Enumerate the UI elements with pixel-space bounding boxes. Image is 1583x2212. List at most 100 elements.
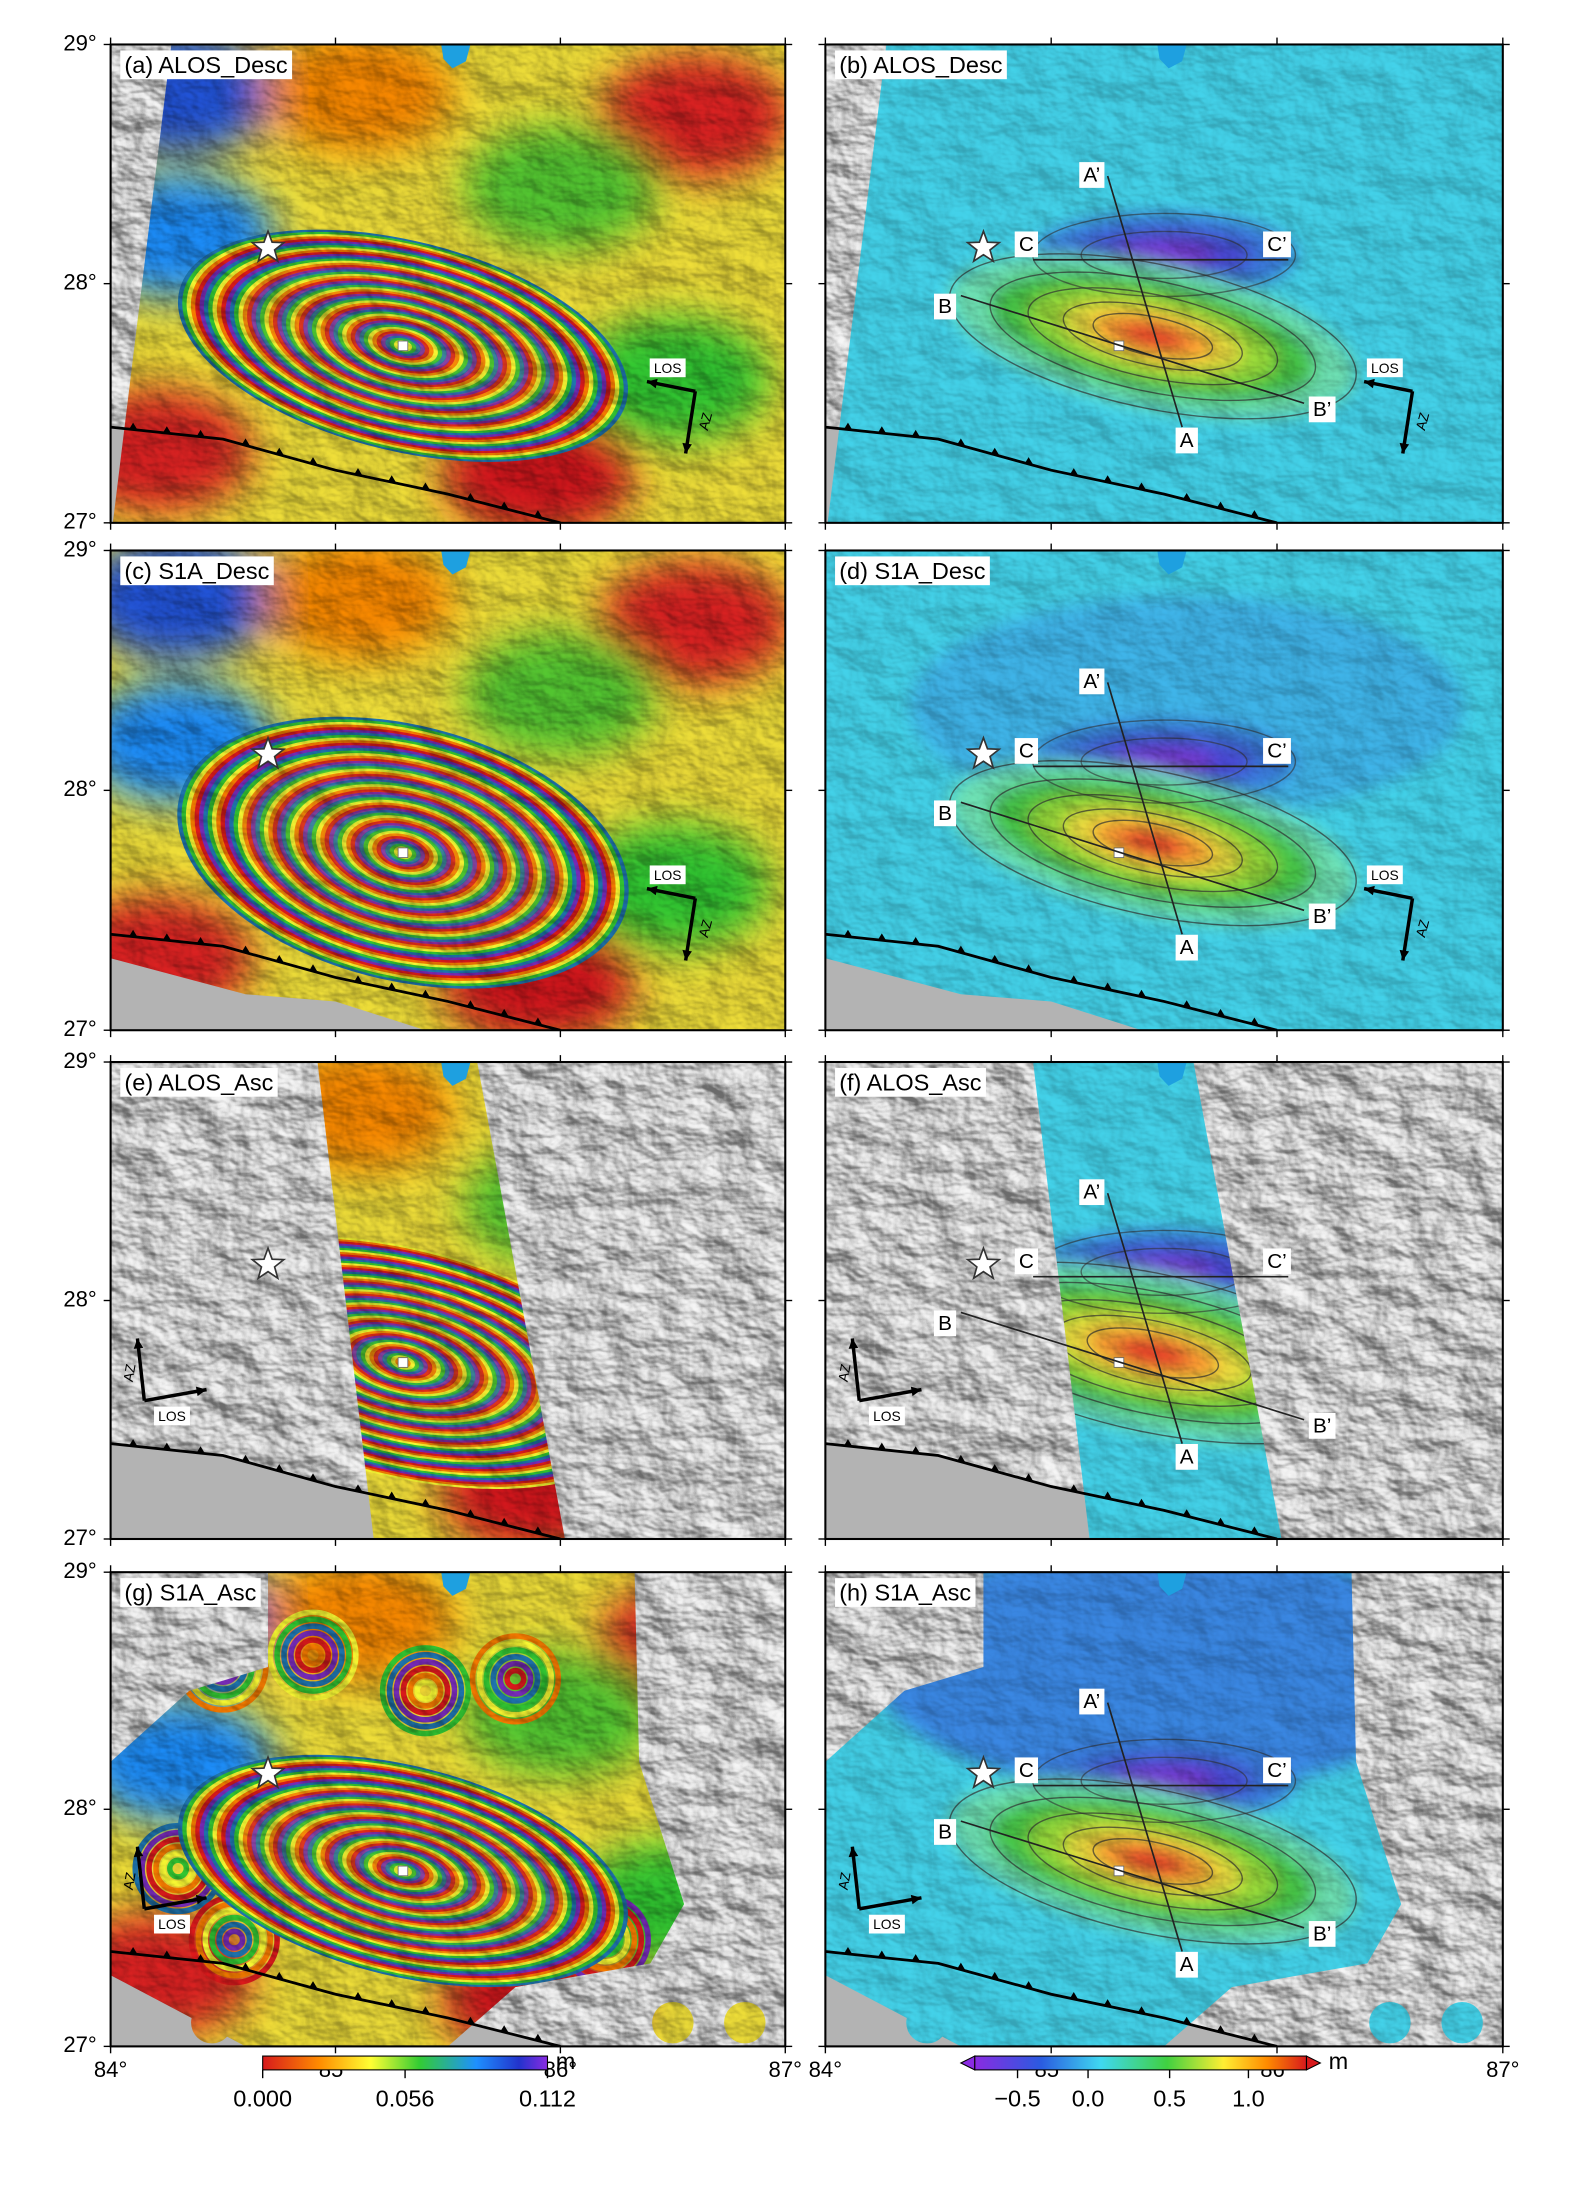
- hillshade-overlay: [112, 44, 786, 523]
- profile-label-box: [1308, 903, 1336, 930]
- fault-tooth: [956, 438, 966, 446]
- fault-tooth: [1216, 2025, 1225, 2033]
- profile-label: B’: [1313, 905, 1331, 928]
- profile-label-box: [1175, 1951, 1198, 1978]
- profile-label: A’: [1083, 163, 1100, 186]
- profile-label: C’: [1267, 1250, 1287, 1273]
- fault-tooth: [466, 1509, 475, 1517]
- fault-tooth: [241, 945, 250, 953]
- profile-label: C’: [1267, 233, 1287, 256]
- profile-label: A’: [1083, 1181, 1100, 1204]
- los-label: LOS: [1371, 867, 1399, 883]
- profile-label: A: [1180, 936, 1194, 959]
- x-tick-label: 87°: [769, 2057, 802, 2082]
- profile-label: C: [1019, 233, 1034, 256]
- epicenter: [249, 1245, 287, 1281]
- panel-label-box: [835, 556, 990, 586]
- fault-tooth: [877, 1950, 886, 1958]
- reference-point: [397, 847, 409, 858]
- panel-label: (g) S1A_Asc: [124, 1580, 256, 1606]
- fault-tooth: [990, 954, 999, 962]
- arrow-head: [646, 378, 658, 389]
- y-tick-label: 27°: [63, 1525, 96, 1550]
- colorbar-tick-label: 0.000: [233, 2086, 292, 2112]
- map-panel: LOS AZ 29° 28° 27° (e) ALOS_Asc: [63, 1048, 793, 1550]
- colorbar-tick-label: 0.0: [1072, 2086, 1105, 2112]
- fault-tooth: [196, 1954, 205, 1962]
- fault-tooth: [353, 975, 363, 983]
- map-content: LOS AZ: [110, 550, 786, 1031]
- fault-tooth: [1103, 982, 1112, 990]
- map-panel: A’ A B B’ C C’ LOS AZ (b) ALOS_Desc: [818, 37, 1510, 530]
- y-tick-label: 29°: [63, 1558, 96, 1583]
- fault: [110, 932, 561, 1031]
- map-panel: A’ A B B’ C C’ LOS AZ (f) ALOS_Asc: [818, 1055, 1510, 1546]
- colorbar-end: [959, 2055, 976, 2071]
- fault-tooth: [466, 2016, 475, 2024]
- x-tick-label: 84°: [94, 2057, 127, 2082]
- map-content: LOS AZ: [110, 1572, 786, 2047]
- fault-tooth: [308, 1473, 318, 1481]
- arrow-head: [910, 1386, 922, 1397]
- epicenter: [965, 1245, 1002, 1281]
- fault-tooth: [421, 2006, 430, 2014]
- y-tick-label: 29°: [63, 30, 96, 55]
- y-tick-label: 28°: [63, 270, 96, 295]
- fault-tooth: [911, 936, 920, 944]
- fault-tooth: [1137, 989, 1146, 997]
- profile-label: B: [938, 1312, 952, 1335]
- arrow-head: [133, 1846, 144, 1858]
- fault-tooth: [1069, 1992, 1078, 1999]
- arrow-head: [646, 885, 658, 896]
- arrow-head: [848, 1338, 859, 1349]
- profile-label: B’: [1313, 1922, 1331, 1945]
- fault-tooth: [421, 989, 430, 997]
- colorbar-unit: m: [1329, 2048, 1349, 2074]
- epicenter: [249, 1754, 287, 1790]
- panel-label: (f) ALOS_Asc: [839, 1069, 982, 1095]
- arrow-shaft: [1401, 391, 1415, 454]
- fault-tooth: [500, 501, 509, 509]
- fault: [110, 1442, 561, 1539]
- panel-label-box: [835, 1578, 976, 1607]
- arrow-shaft: [135, 1846, 147, 1910]
- profile-label: B: [938, 802, 952, 825]
- fault-tooth: [877, 933, 886, 941]
- fault-tooth: [990, 1464, 999, 1472]
- profile-label-box: [1308, 396, 1336, 423]
- epicenter: [965, 228, 1002, 264]
- look-arrows: LOS AZ: [646, 358, 715, 454]
- profile-line: [960, 801, 1305, 912]
- fault: [110, 1950, 561, 2047]
- los-label: LOS: [654, 360, 682, 376]
- profile-label: A: [1180, 1445, 1194, 1468]
- y-tick-label: 29°: [63, 1048, 96, 1073]
- fault-tooth: [353, 468, 363, 476]
- x-tick-label: 84°: [809, 2057, 842, 2082]
- profile-label-box: [1079, 668, 1105, 695]
- profile-label: B: [938, 295, 952, 318]
- lake: [1157, 44, 1187, 69]
- fault-tooth: [1024, 1473, 1033, 1481]
- fault-tooth: [1024, 457, 1033, 464]
- colorbar-unit: m: [556, 2048, 576, 2074]
- arrow-head: [910, 1894, 922, 1905]
- panel-label: (c) S1A_Desc: [124, 558, 269, 584]
- profile-label: A: [1180, 1953, 1194, 1976]
- y-tick-label: 27°: [63, 2032, 96, 2057]
- fault-tooth: [1103, 1999, 1112, 2007]
- arrow-shaft: [144, 1896, 207, 1911]
- y-tick-label: 28°: [63, 1795, 96, 1820]
- fault-tooth: [387, 1491, 396, 1499]
- fault-tooth: [956, 945, 966, 953]
- profile-line: [960, 1311, 1305, 1421]
- fault-tooth: [843, 1947, 853, 1954]
- panel-label: (a) ALOS_Desc: [124, 52, 288, 78]
- az-label: AZ: [695, 918, 715, 939]
- arrow-shaft: [683, 898, 698, 961]
- lake: [1157, 550, 1187, 575]
- profile-label: A’: [1083, 670, 1100, 693]
- arrow-shaft: [144, 1387, 207, 1403]
- arrow-shaft: [1401, 898, 1415, 961]
- panel-label-box: [835, 50, 1007, 80]
